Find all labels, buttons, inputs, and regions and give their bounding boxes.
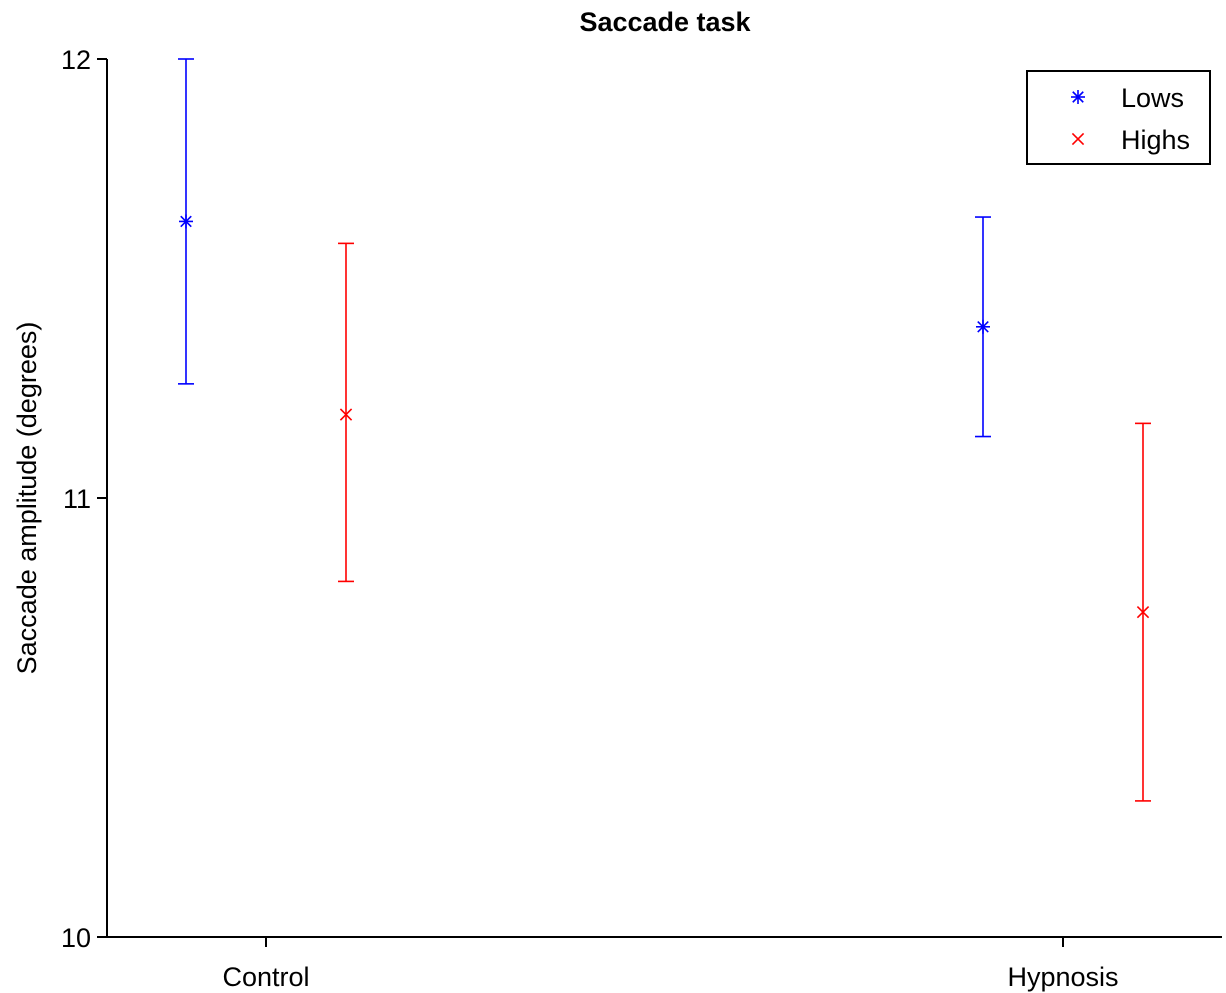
x-tick-label: Control [222,962,309,992]
legend-label-lows: Lows [1121,83,1184,113]
marker-stroke [977,320,989,333]
marker-stroke [1136,605,1150,619]
chart-title: Saccade task [579,7,751,37]
marker-stroke [339,408,353,421]
series-highs [338,242,1151,802]
marker-stroke [1071,132,1085,146]
legend-entries: Lows Highs [1071,83,1190,155]
data-point [339,408,353,421]
data-marks [178,58,1151,802]
data-point [179,214,193,229]
legend-marker-highs [1071,132,1085,146]
legend-box [1026,70,1211,165]
marker-stroke [1072,91,1084,103]
marker-stroke [180,215,192,228]
y-ticks: 10 11 12 [61,45,107,953]
y-axis-label-group: Saccade amplitude (degrees) [12,322,42,675]
y-axis-label: Saccade amplitude (degrees) [12,322,42,675]
x-ticks: Control Hypnosis [222,937,1119,992]
legend-label-highs: Highs [1121,125,1190,155]
legend: Lows Highs [1026,70,1211,165]
error-bar [338,242,354,583]
y-tick-label: 10 [61,923,91,953]
y-tick-label: 12 [61,45,91,75]
legend-marker-lows [1071,90,1085,104]
x-tick-label: Hypnosis [1007,962,1118,992]
y-tick-label: 11 [63,484,91,514]
data-point [1136,605,1150,619]
data-point [976,319,990,334]
series-lows [178,58,991,438]
